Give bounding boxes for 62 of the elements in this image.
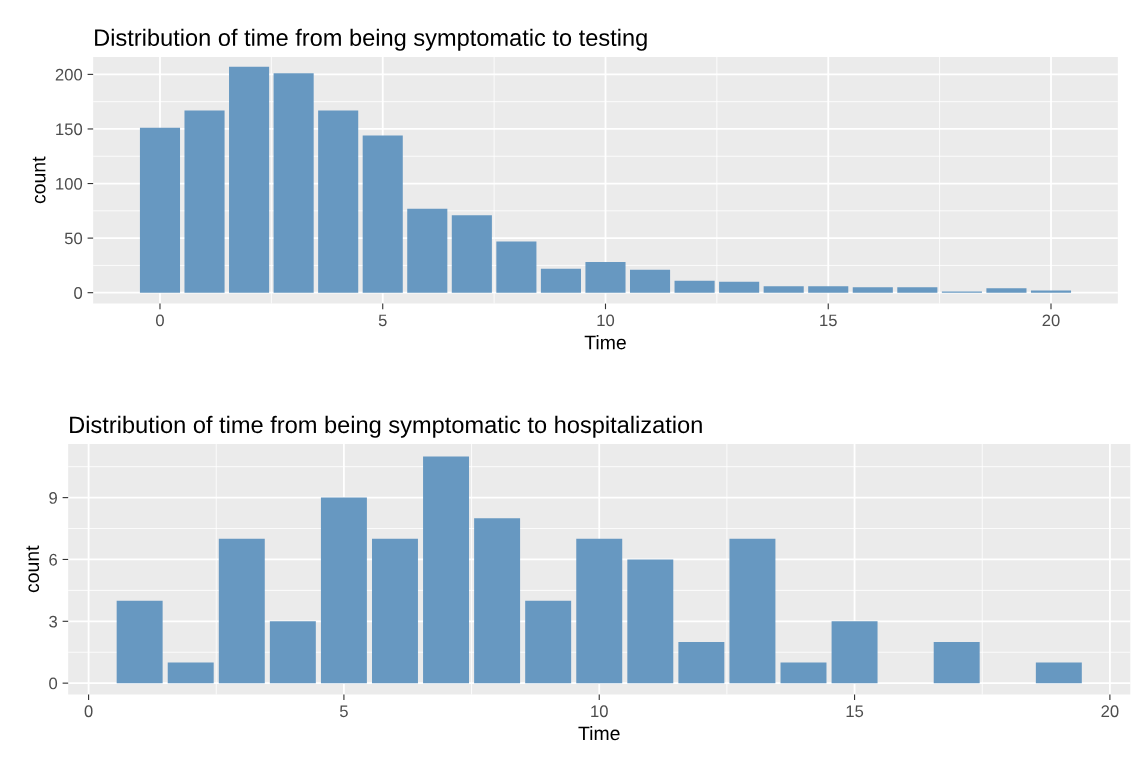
chart-title: Distribution of time from being symptomatic to testing xyxy=(95,28,647,51)
bar xyxy=(808,286,849,293)
bar xyxy=(585,262,626,293)
bar xyxy=(831,621,878,684)
bar xyxy=(423,456,470,684)
bar xyxy=(540,268,581,293)
y-tick-label: 200 xyxy=(55,68,83,81)
bar xyxy=(229,66,270,293)
chart-title: Distribution of time from being symptomatic to hospitalization xyxy=(70,415,702,438)
x-tick-label: 15 xyxy=(820,314,837,327)
x-tick-label: 20 xyxy=(1042,314,1060,327)
y-tick-label: 3 xyxy=(49,615,58,628)
bar xyxy=(167,662,214,684)
bar xyxy=(986,288,1027,293)
bar xyxy=(362,135,403,293)
y-tick-label: 6 xyxy=(49,553,58,566)
x-tick-label: 0 xyxy=(84,705,93,718)
y-tick-label: 50 xyxy=(64,232,83,245)
x-axis-title: Time xyxy=(584,335,626,350)
y-tick-label: 0 xyxy=(74,287,83,299)
y-tick-label: 150 xyxy=(56,123,83,136)
bar xyxy=(678,641,725,684)
bar xyxy=(729,538,776,684)
bar xyxy=(269,621,316,684)
bar xyxy=(1035,662,1082,684)
bar xyxy=(763,286,804,293)
bar xyxy=(218,538,265,684)
x-tick-label: 20 xyxy=(1101,705,1119,718)
bar xyxy=(852,287,893,293)
bar xyxy=(496,241,537,293)
bar xyxy=(780,662,827,684)
x-tick-label: 5 xyxy=(339,705,348,718)
bar xyxy=(139,127,181,293)
bar xyxy=(897,287,938,293)
y-tick-label: 100 xyxy=(56,177,83,190)
x-tick-label: 10 xyxy=(597,314,615,327)
bar xyxy=(372,538,418,684)
bar xyxy=(627,559,674,684)
bar xyxy=(273,73,314,293)
bar xyxy=(576,538,623,684)
bar xyxy=(674,280,715,293)
bar xyxy=(474,518,521,684)
x-axis-title: Time xyxy=(578,725,620,741)
x-tick-label: 0 xyxy=(156,314,164,327)
bar xyxy=(451,215,492,293)
y-axis-title: count xyxy=(26,545,40,593)
bar xyxy=(184,110,225,293)
y-tick-label: 9 xyxy=(49,492,57,504)
bar xyxy=(1030,290,1072,293)
bar xyxy=(318,110,359,293)
bar xyxy=(719,281,760,293)
bar xyxy=(525,600,572,684)
x-tick-label: 15 xyxy=(846,705,864,718)
y-tick-label: 0 xyxy=(49,677,58,690)
bar xyxy=(629,269,671,293)
bar xyxy=(116,600,163,684)
bar xyxy=(933,641,980,684)
bar xyxy=(407,208,448,293)
x-tick-label: 5 xyxy=(378,314,387,327)
x-tick-label: 10 xyxy=(591,705,608,718)
bar xyxy=(320,497,367,684)
y-axis-title: count xyxy=(32,156,46,204)
